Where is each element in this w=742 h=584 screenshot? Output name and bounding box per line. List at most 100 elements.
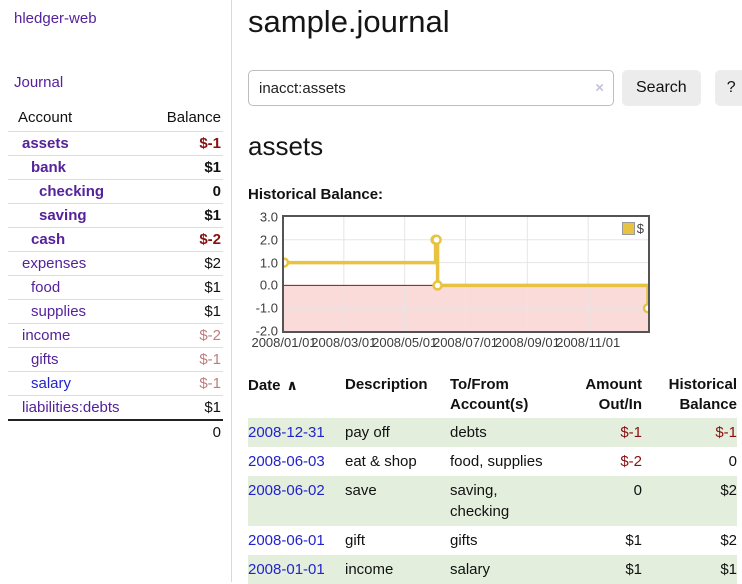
- register-column-header: Historical Balance: [642, 373, 737, 418]
- transaction-date-link[interactable]: 2008-06-01: [248, 532, 325, 549]
- sidebar-total-row: 0: [8, 419, 223, 444]
- account-heading: assets: [248, 131, 324, 161]
- register-header-row: Date ∧ Description To/From Account(s) Amount…: [248, 373, 737, 418]
- account-balance: 0: [212, 183, 221, 200]
- account-row: cash $-2: [8, 227, 223, 252]
- data-point-marker: [432, 280, 443, 291]
- account-link[interactable]: assets: [22, 135, 69, 152]
- account-balance: $1: [204, 279, 221, 296]
- account-row: income $-2: [8, 323, 223, 348]
- transaction-accounts: debts: [450, 424, 487, 441]
- account-link[interactable]: gifts: [31, 351, 59, 368]
- sidebar-total-balance: 0: [143, 419, 223, 444]
- register-column-label: Amount Out/In: [585, 376, 642, 413]
- account-link[interactable]: income: [22, 327, 71, 344]
- register-row: 2008-06-01 gift gifts $1 $2: [248, 526, 737, 555]
- x-tick-label: 2008/09/01: [494, 335, 560, 350]
- transaction-accounts: saving, checking: [450, 482, 510, 520]
- transaction-amount: $1: [625, 561, 642, 578]
- y-tick-label: 3.0: [259, 209, 278, 225]
- chart-x-axis: 2008/01/01 2008/03/01 2008/05/01 2008/07/01…: [251, 335, 742, 353]
- transaction-amount: $-1: [620, 424, 642, 441]
- account-row: food $1: [8, 275, 223, 300]
- search-input[interactable]: [248, 70, 614, 106]
- account-row: supplies $1: [8, 299, 223, 324]
- account-link[interactable]: food: [31, 279, 61, 296]
- register-column-label: To/From Account(s): [450, 376, 529, 413]
- transaction-description: gift: [345, 532, 366, 549]
- transaction-balance: $2: [720, 532, 737, 549]
- account-link[interactable]: expenses: [22, 255, 87, 272]
- account-link[interactable]: supplies: [31, 303, 87, 320]
- chart-legend: $: [621, 221, 644, 236]
- search-button[interactable]: Search: [622, 70, 701, 106]
- account-balance: $-1: [199, 135, 221, 152]
- transaction-description: save: [345, 482, 377, 499]
- page-title: sample.journal: [248, 4, 450, 39]
- register-column-header: Description: [345, 373, 450, 418]
- account-link[interactable]: cash: [31, 231, 66, 248]
- account-link[interactable]: saving: [39, 207, 87, 224]
- clear-search-icon[interactable]: ×: [595, 79, 604, 97]
- transaction-balance: $2: [720, 482, 737, 499]
- transaction-description: pay off: [345, 424, 390, 441]
- account-row: checking 0: [8, 179, 223, 204]
- search-input-wrap: ×: [248, 70, 614, 106]
- register-column-label: Historical Balance: [668, 376, 737, 413]
- register-column-header[interactable]: Date ∧: [248, 373, 345, 418]
- transaction-date-link[interactable]: 2008-01-01: [248, 561, 325, 578]
- account-link[interactable]: checking: [39, 183, 105, 200]
- x-tick-label: 2008/07/01: [432, 335, 499, 350]
- account-link[interactable]: salary: [31, 375, 72, 392]
- account-balance: $1: [204, 303, 221, 320]
- account-balance: $-1: [199, 375, 221, 392]
- sidebar-item-journal[interactable]: Journal: [14, 74, 64, 91]
- search-form: × Search ?: [248, 70, 742, 106]
- transaction-accounts: gifts: [450, 532, 478, 549]
- account-link[interactable]: liabilities:debts: [22, 399, 120, 416]
- register-column-label: Description: [345, 376, 428, 393]
- chart-title: Historical Balance:: [248, 186, 384, 203]
- account-balance: $-1: [199, 351, 221, 368]
- chart-svg: [284, 217, 648, 331]
- transaction-description: income: [345, 561, 394, 578]
- account-row: bank $1: [8, 155, 223, 180]
- register-column-header: Amount Out/In: [555, 373, 642, 418]
- data-point-marker: [642, 302, 648, 314]
- brand-link[interactable]: hledger-web: [14, 10, 97, 27]
- account-table-header: Account Balance: [8, 106, 223, 132]
- chart-y-axis: 3.0 2.0 1.0 0.0 -1.0 -2.0: [248, 210, 282, 339]
- register-column-label: Date: [248, 377, 281, 394]
- transaction-amount: $1: [625, 532, 642, 549]
- account-row: expenses $2: [8, 251, 223, 276]
- account-balance: $1: [204, 207, 221, 224]
- transaction-date-link[interactable]: 2008-06-02: [248, 482, 325, 499]
- transaction-balance: 0: [728, 453, 737, 470]
- register-row: 2008-06-02 save saving, checking 0 $2: [248, 476, 737, 526]
- y-tick-label: 1.0: [259, 255, 278, 271]
- x-tick-label: 2008/01/01: [251, 335, 317, 350]
- register-column-header: To/From Account(s): [450, 373, 555, 418]
- account-row: saving $1: [8, 203, 223, 228]
- account-link[interactable]: bank: [31, 159, 67, 176]
- main-content: sample.journal × Search ? assets Histori…: [232, 0, 742, 584]
- register-row: 2008-06-03 eat & shop food, supplies $-2 0: [248, 447, 737, 476]
- chart-plot-area: $: [282, 215, 650, 333]
- transaction-amount: 0: [633, 482, 642, 499]
- transaction-accounts: salary: [450, 561, 491, 578]
- account-balance: $-2: [199, 327, 221, 344]
- transaction-date-link[interactable]: 2008-12-31: [248, 424, 325, 441]
- account-balance: $1: [204, 399, 221, 416]
- search-help-button[interactable]: ?: [714, 70, 742, 106]
- x-tick-label: 2008/05/01: [372, 335, 438, 350]
- register-row: 2008-12-31 pay off debts $-1 $-1: [248, 418, 737, 447]
- x-tick-label: 2008/03/01: [311, 335, 377, 350]
- sidebar: hledger-web Journal Account Balance asse…: [0, 0, 232, 582]
- transaction-date-link[interactable]: 2008-06-03: [248, 453, 325, 470]
- y-tick-label: -1.0: [255, 300, 278, 316]
- x-tick-label: 2008/11/01: [556, 335, 621, 350]
- transaction-balance: $-1: [715, 424, 737, 441]
- series-swatch-icon: [621, 222, 635, 235]
- y-tick-label: 0.0: [259, 277, 278, 293]
